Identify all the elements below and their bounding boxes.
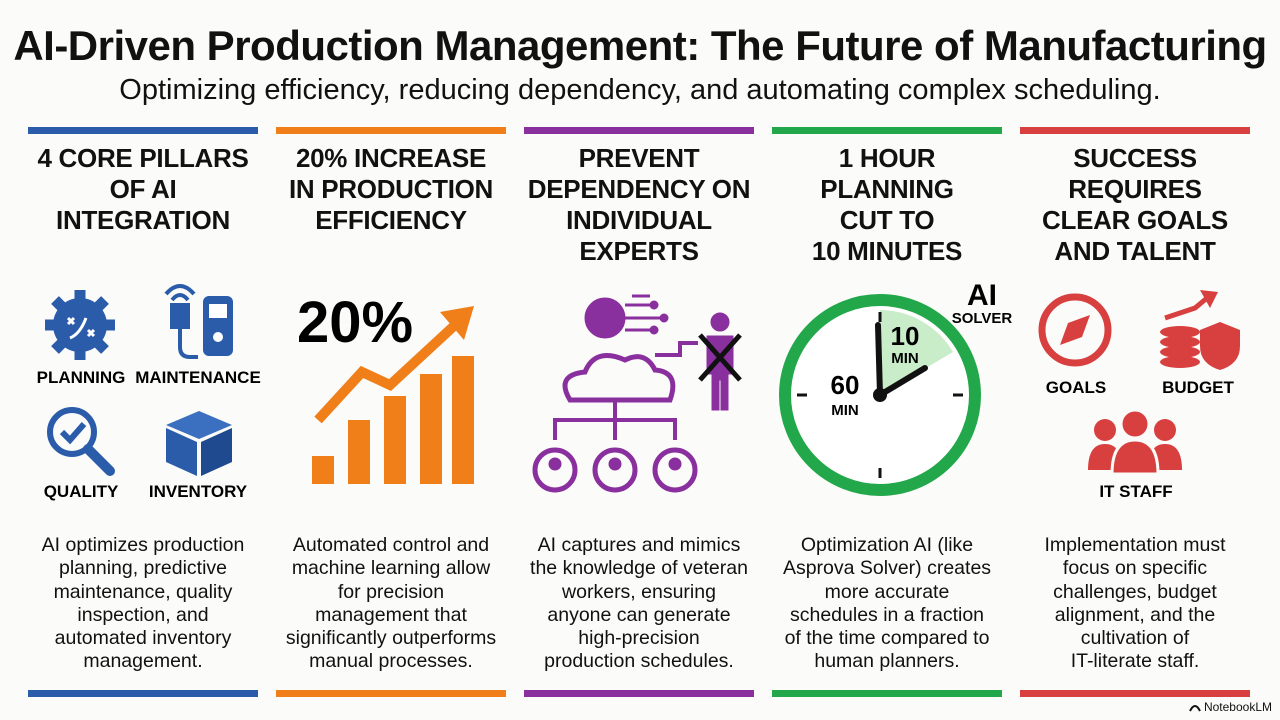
- staff-icon: [1088, 408, 1182, 476]
- gear-icon: [45, 290, 115, 360]
- body-line: Automated control and: [292, 534, 490, 556]
- body-line: IT-literate staff.: [1070, 650, 1200, 673]
- heading-line: DEPENDENCY ON: [527, 174, 751, 204]
- clock-label: 10: [891, 321, 920, 351]
- body-line: manual processes.: [309, 650, 473, 673]
- top-bar: [524, 127, 754, 134]
- column-body: Implementation must focus on specific chal…: [1012, 534, 1258, 674]
- column-heading: PREVENT DEPENDENCY ON INDIVIDUAL EXPERTS: [523, 143, 755, 267]
- bottom-bar: [1020, 690, 1250, 697]
- body-line: high-precision: [578, 627, 700, 650]
- body-line: challenges, budget: [1053, 580, 1217, 603]
- heading-line: SUCCESS REQUIRES: [1068, 143, 1202, 204]
- icon-label: MAINTENANCE: [135, 368, 261, 387]
- body-line: Optimization AI (like: [800, 534, 974, 556]
- subtitle: Optimizing efficiency, reducing dependen…: [119, 74, 1161, 106]
- body-line: planning, predictive: [58, 557, 228, 580]
- column-heading: 20% INCREASE IN PRODUCTION EFFICIENCY: [275, 143, 507, 236]
- column-body: Optimization AI (like Asprova Solver) cre…: [764, 534, 1010, 674]
- heading-line: CLEAR GOALS: [1042, 205, 1228, 235]
- bottom-bar: [524, 690, 754, 697]
- heading-line: AND TALENT: [1054, 236, 1216, 266]
- column-heading: 1 HOUR PLANNING CUT TO 10 MINUTES: [771, 143, 1003, 267]
- body-line: significantly outperforms: [285, 627, 497, 650]
- heading-line: 20% INCREASE: [295, 143, 487, 173]
- clock-label: 60: [831, 370, 860, 400]
- heading-line: 1 HOUR PLANNING: [820, 143, 954, 204]
- bottom-bar: [276, 690, 506, 697]
- icon-label: IT STAFF: [1099, 482, 1172, 501]
- big-label: 20%: [297, 290, 413, 355]
- magnifier-icon: [47, 407, 115, 476]
- heading-line: PREVENT: [578, 143, 700, 173]
- column-body: AI optimizes production planning, predict…: [20, 534, 266, 674]
- clock-label: MIN: [891, 350, 919, 367]
- body-line: AI captures and mimics: [537, 534, 741, 556]
- heading-line: INDIVIDUAL: [566, 205, 712, 235]
- body-line: automated inventory: [54, 627, 232, 650]
- body-line: of the time compared to: [784, 627, 990, 650]
- body-line: production schedules.: [544, 650, 734, 673]
- body-line: Implementation must: [1044, 534, 1226, 556]
- heading-line: 4 CORE PILLARS: [37, 143, 249, 173]
- clock-label: MIN: [831, 402, 859, 419]
- clock-label: SOLVER: [952, 310, 1013, 327]
- icon-label: INVENTORY: [149, 482, 248, 501]
- body-line: AI optimizes production: [41, 534, 245, 556]
- column-body: AI captures and mimics the knowledge of v…: [516, 534, 762, 674]
- body-line: anyone can generate: [547, 603, 731, 626]
- body-line: inspection, and: [77, 603, 209, 626]
- heading-line: EXPERTS: [579, 236, 699, 266]
- sensor-icon: [164, 284, 233, 359]
- icon-label: QUALITY: [44, 482, 119, 501]
- footer-brand: NotebookLM: [1189, 700, 1272, 714]
- brain-network-icon: [532, 294, 742, 493]
- top-bar: [772, 127, 1002, 134]
- bottom-bar: [772, 690, 1002, 697]
- column-body: Automated control and machine learning al…: [268, 534, 514, 674]
- body-line: schedules in a fraction: [789, 603, 985, 626]
- heading-line: CUT TO: [839, 205, 935, 235]
- body-line: maintenance, quality: [53, 580, 233, 603]
- body-line: focus on specific: [1062, 557, 1208, 580]
- top-bar: [28, 127, 258, 134]
- box-icon: [166, 411, 232, 476]
- icon-label: GOALS: [1046, 378, 1106, 397]
- brand-text: NotebookLM: [1203, 700, 1272, 714]
- compass-icon: [1038, 293, 1112, 367]
- body-line: the knowledge of veteran: [530, 557, 748, 580]
- column-heading: SUCCESS REQUIRES CLEAR GOALS AND TALENT: [1019, 143, 1251, 267]
- brand-icon: [1189, 705, 1201, 712]
- body-line: machine learning allow: [291, 557, 491, 580]
- heading-line: IN PRODUCTION: [288, 174, 494, 204]
- icon-label: BUDGET: [1162, 378, 1234, 397]
- bottom-bar: [28, 690, 258, 697]
- body-line: workers, ensuring: [562, 580, 716, 603]
- heading-line: OF AI: [109, 174, 177, 204]
- top-bar: [1020, 127, 1250, 134]
- budget-icon: [1160, 290, 1240, 370]
- body-line: management that: [315, 603, 467, 626]
- body-line: more accurate: [824, 580, 950, 603]
- clock-icon: [779, 294, 981, 496]
- body-line: Asprova Solver) creates: [782, 557, 992, 580]
- heading-line: INTEGRATION: [56, 205, 230, 235]
- body-line: for precision: [337, 580, 445, 603]
- heading-line: 10 MINUTES: [811, 236, 963, 266]
- body-line: alignment, and the: [1054, 603, 1216, 626]
- heading-line: EFFICIENCY: [315, 205, 467, 235]
- clock-label: AI: [967, 279, 997, 312]
- body-line: cultivation of: [1080, 627, 1190, 650]
- body-line: management.: [83, 650, 203, 673]
- icon-label: PLANNING: [37, 368, 126, 387]
- column-heading: 4 CORE PILLARS OF AI INTEGRATION: [27, 143, 259, 236]
- top-bar: [276, 127, 506, 134]
- growth-chart-icon: [312, 306, 474, 484]
- body-line: human planners.: [814, 650, 960, 673]
- title: AI-Driven Production Management: The Fut…: [13, 22, 1267, 69]
